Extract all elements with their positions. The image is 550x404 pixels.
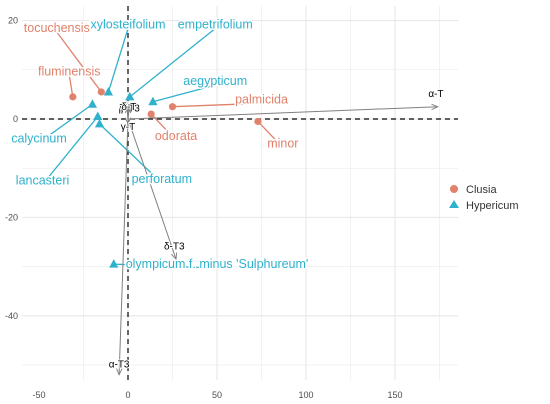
label-connector [42, 116, 99, 185]
x-tick-label: 100 [298, 390, 313, 400]
legend-clusia-marker [450, 185, 458, 193]
data-point-clusia [147, 110, 155, 118]
point-label: odorata [155, 129, 197, 143]
loading-vectors: α-Tδ-T3α-T3β-Tγ-T3δ-Tγ-T [108, 88, 445, 375]
label-connector [113, 263, 218, 269]
data-point-hypericum [103, 86, 114, 96]
data-point-clusia [97, 88, 105, 96]
vector-label: δ-T3 [164, 241, 185, 252]
y-tick-label: 20 [8, 16, 18, 26]
y-tick-label: -20 [5, 212, 18, 222]
vector-label: α-T3 [109, 359, 130, 370]
data-point-hypericum [87, 99, 97, 108]
point-label: empetrifolium [178, 18, 253, 32]
legend: Clusia Hypericum [449, 184, 519, 212]
vector-arrow [127, 107, 438, 120]
label-connector [38, 103, 93, 144]
x-tick-label: 50 [212, 390, 222, 400]
label-connector [107, 28, 129, 93]
point-label: olympicum f. minus 'Sulphureum' [126, 257, 309, 271]
legend-hypericum-marker [449, 200, 459, 208]
label-connector [172, 102, 262, 108]
data-point-hypericum [93, 111, 103, 121]
data-point-clusia [168, 103, 177, 111]
data-point-hypericum [109, 259, 119, 268]
legend-clusia-label: Clusia [466, 184, 497, 196]
point-label: perforatum [132, 172, 192, 186]
data-point-hypericum [125, 91, 135, 101]
vector-arrow [119, 118, 129, 375]
point-label: calycinum [11, 132, 67, 146]
x-tick-label: -50 [32, 390, 45, 400]
y-tick-label: -40 [5, 311, 18, 321]
x-tick-label: 0 [125, 390, 130, 400]
vector-arrow [127, 118, 176, 259]
point-label: xylosteifolium [90, 18, 165, 32]
label-connector [99, 123, 163, 184]
x-tick-label: 150 [387, 390, 402, 400]
vector-label: γ-T [121, 122, 135, 133]
label-connector [150, 113, 177, 141]
label-connectors [38, 28, 284, 269]
label-connector [56, 31, 102, 93]
vector-label: δ-T [121, 102, 136, 113]
axis-ticks: -50 0 50 100 150 -40 -20 0 20 [5, 16, 403, 400]
data-point-clusia [69, 93, 77, 101]
legend-hypericum-label: Hypericum [466, 200, 519, 212]
data-points [69, 86, 262, 268]
label-connector [129, 28, 216, 98]
vector-label: α-T [428, 89, 443, 100]
point-label: lancasteri [16, 174, 70, 188]
data-point-clusia [254, 117, 262, 126]
data-point-hypericum [94, 118, 105, 128]
point-labels: tocuchensis fluminensis palmicida odorata mi… [10, 16, 310, 273]
label-connector [68, 75, 74, 97]
point-label: aegypticum [183, 74, 247, 88]
point-label: minor [267, 137, 298, 151]
label-connector [152, 84, 216, 103]
y-tick-label: 0 [13, 114, 18, 124]
data-point-hypericum [148, 96, 158, 106]
point-label: tocuchensis [24, 21, 90, 35]
point-label: fluminensis [38, 64, 101, 78]
point-label: palmicida [235, 92, 288, 106]
label-connector [257, 121, 284, 149]
